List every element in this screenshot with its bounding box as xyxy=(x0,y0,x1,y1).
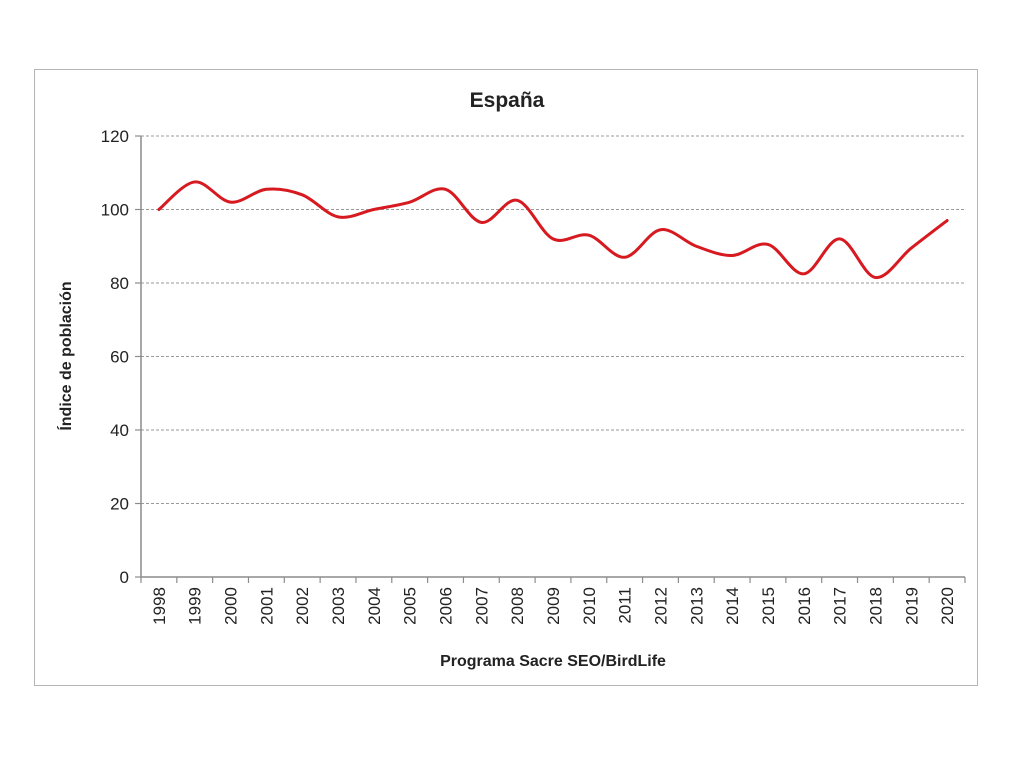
data-point-2001 xyxy=(264,187,268,191)
data-point-1999 xyxy=(193,180,197,184)
x-tick-label: 2010 xyxy=(580,587,599,625)
series-layer xyxy=(157,180,949,279)
data-point-2007 xyxy=(479,220,483,224)
x-tick-label: 2014 xyxy=(723,587,742,625)
x-tick-label: 2006 xyxy=(437,587,456,625)
data-point-2006 xyxy=(444,187,448,191)
x-tick-label: 2017 xyxy=(831,587,850,625)
x-tick-labels: 1998 1999 2000 2001 2002 2003 2004 2005 2006 2007… xyxy=(150,587,957,625)
data-point-2000 xyxy=(229,200,233,204)
x-tick-label: 2009 xyxy=(544,587,563,625)
axes xyxy=(135,135,966,583)
y-axis-label: Índice de población xyxy=(56,281,75,430)
data-point-2003 xyxy=(336,215,340,219)
data-point-2011 xyxy=(623,255,627,259)
x-tick-label: 1998 xyxy=(150,587,169,625)
data-point-2012 xyxy=(658,228,662,232)
x-tick-label: 2008 xyxy=(508,587,527,625)
data-point-2017 xyxy=(838,237,842,241)
x-tick-label: 2001 xyxy=(257,587,276,625)
data-point-2015 xyxy=(766,242,770,246)
x-tick-label: 2011 xyxy=(616,587,635,624)
x-tick-label: 2019 xyxy=(902,587,921,625)
y-tick-label: 100 xyxy=(101,201,129,220)
x-tick-label: 2007 xyxy=(472,587,491,625)
data-point-2020 xyxy=(945,219,949,223)
data-point-2009 xyxy=(551,237,555,241)
data-point-2010 xyxy=(587,233,591,237)
x-tick-label: 2020 xyxy=(938,587,957,625)
x-tick-label: 2012 xyxy=(651,587,670,625)
series-line-0 xyxy=(157,180,949,279)
y-tick-label: 120 xyxy=(101,127,129,146)
x-tick-label: 2015 xyxy=(759,587,778,625)
x-tick-label: 2000 xyxy=(222,587,241,625)
x-tick-label: 2005 xyxy=(401,587,420,625)
y-tick-labels: 0 20 40 60 80 100 120 xyxy=(101,127,129,587)
y-tick-label: 40 xyxy=(110,421,129,440)
y-tick-label: 60 xyxy=(110,348,129,367)
x-tick-label: 2016 xyxy=(795,587,814,625)
data-point-2019 xyxy=(909,246,913,250)
data-point-1998 xyxy=(157,208,161,212)
data-point-2016 xyxy=(802,272,806,276)
data-point-2013 xyxy=(694,244,698,248)
y-tick-label: 0 xyxy=(120,568,129,587)
x-tick-label: 1999 xyxy=(186,587,205,625)
x-axis-label: Programa Sacre SEO/BirdLife xyxy=(440,653,666,670)
chart-frame: España 0 20 40 60 80 100 120 1998 1999 2000 2001 2… xyxy=(34,69,978,686)
x-tick-label: 2018 xyxy=(866,587,885,625)
data-point-2014 xyxy=(730,253,734,257)
data-point-2005 xyxy=(408,200,412,204)
x-tick-label: 2013 xyxy=(687,587,706,625)
chart-title: España xyxy=(470,89,545,112)
y-tick-label: 20 xyxy=(110,495,129,514)
data-point-2004 xyxy=(372,208,376,212)
x-tick-label: 2004 xyxy=(365,587,384,625)
x-tick-label: 2002 xyxy=(293,587,312,625)
gridlines xyxy=(141,135,965,504)
data-point-2018 xyxy=(873,275,877,279)
line-chart: España 0 20 40 60 80 100 120 1998 1999 2000 2001 2… xyxy=(56,89,966,670)
y-tick-label: 80 xyxy=(110,274,129,293)
data-point-2002 xyxy=(300,193,304,197)
x-tick-label: 2003 xyxy=(329,587,348,625)
data-point-2008 xyxy=(515,198,519,202)
